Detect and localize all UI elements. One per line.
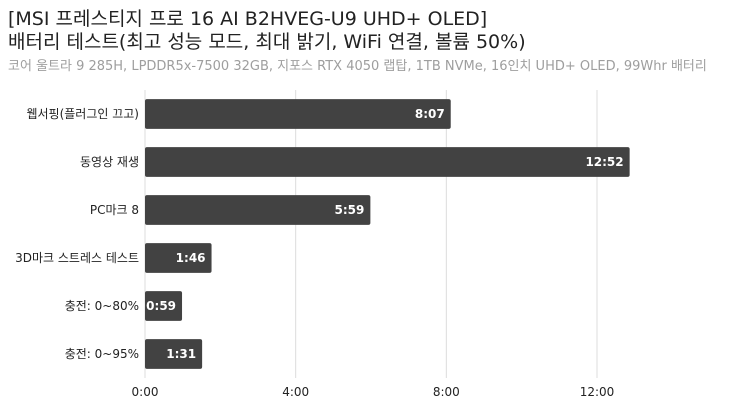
value-label: 0:59 [146, 299, 176, 313]
category-label: 충전: 0~95% [65, 347, 139, 361]
category-label: 웹서핑(플러그인 끄고) [26, 107, 139, 121]
chart-title: [MSI 프레스티지 프로 16 AI B2HVEG-U9 UHD+ OLED]… [8, 8, 526, 54]
chart-title-line-2: 배터리 테스트(최고 성능 모드, 최대 밝기, WiFi 연결, 볼륨 50%… [8, 31, 526, 53]
x-tick-label: 0:00 [132, 385, 159, 399]
category-label: 동영상 재생 [80, 155, 139, 169]
value-label: 12:52 [585, 155, 623, 169]
bar [145, 339, 203, 369]
chart-title-line-1: [MSI 프레스티지 프로 16 AI B2HVEG-U9 UHD+ OLED] [8, 8, 488, 30]
value-label: 1:46 [176, 251, 206, 265]
chart-subtitle: 코어 울트라 9 285H, LPDDR5x-7500 32GB, 지포스 RT… [8, 59, 707, 74]
category-label: 3D마크 스트레스 테스트 [15, 251, 139, 265]
value-label: 5:59 [335, 203, 365, 217]
bar [145, 99, 451, 129]
category-label: 충전: 0~80% [65, 299, 139, 313]
x-tick-label: 8:00 [433, 385, 460, 399]
value-label: 8:07 [415, 107, 445, 121]
x-tick-label: 4:00 [282, 385, 309, 399]
category-label: PC마크 8 [90, 203, 139, 217]
bar [145, 195, 371, 225]
bar [145, 147, 630, 177]
value-label: 1:31 [166, 347, 196, 361]
x-tick-label: 12:00 [580, 385, 615, 399]
bar [145, 243, 212, 273]
bar [145, 291, 183, 321]
